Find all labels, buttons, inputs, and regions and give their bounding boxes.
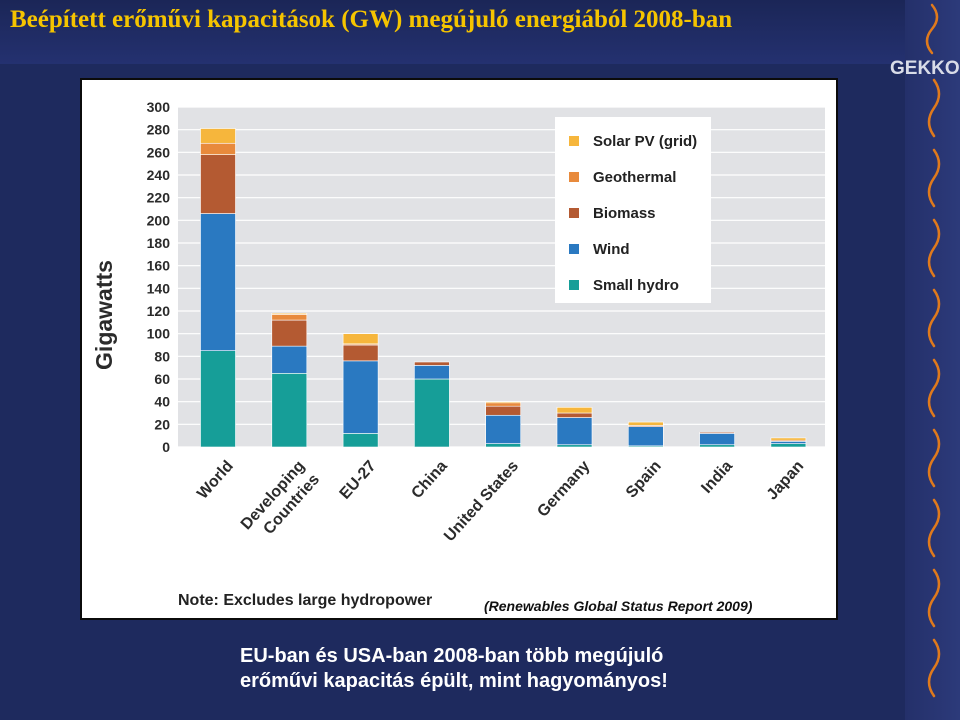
bar-segment-small-hydro <box>699 444 735 448</box>
bar-segment-solar-pv-grid- <box>271 312 308 315</box>
bar-segment-solar-pv-grid- <box>485 401 522 404</box>
x-tick-label-group: Spain <box>623 458 665 502</box>
legend-swatch <box>569 172 579 182</box>
x-tick-label-group: Japan <box>764 458 808 504</box>
y-tick-label: 200 <box>147 212 171 228</box>
x-tick-label-group: World <box>194 458 237 503</box>
decorative-swirl-icon <box>925 3 941 698</box>
gekko-logo: GEKKO <box>890 58 960 79</box>
title-bar-background <box>0 0 960 64</box>
y-tick-label: 260 <box>147 144 171 160</box>
bar-segment-solar-pv-grid- <box>200 128 236 144</box>
y-tick-label: 80 <box>154 348 170 364</box>
bar-segment-small-hydro <box>556 444 593 448</box>
legend-label: Small hydro <box>593 276 679 294</box>
bar-segment-small-hydro <box>342 433 379 448</box>
y-tick-label: 160 <box>147 258 171 274</box>
bar-segment-geothermal <box>271 314 308 321</box>
legend-label: Wind <box>593 240 630 258</box>
chart-note: Note: Excludes large hydropower <box>178 592 433 609</box>
bar-segment-wind <box>271 345 308 374</box>
chart-legend: Solar PV (grid) Geothermal Biomass Wind Smal… <box>555 117 711 303</box>
y-tick-label: 180 <box>147 235 171 251</box>
legend-swatch <box>569 244 579 254</box>
legend-item: Solar PV (grid) <box>569 131 697 151</box>
bar-segment-wind <box>342 360 379 434</box>
legend-swatch <box>569 280 579 290</box>
bar-segment-biomass <box>699 431 735 434</box>
x-tick-label: China <box>408 458 450 502</box>
x-tick-label: India <box>698 458 736 497</box>
y-tick-label: 0 <box>162 439 170 455</box>
bar-segment-wind <box>556 417 593 446</box>
x-tick-label: United States <box>441 458 522 545</box>
bar-segment-small-hydro <box>414 378 450 448</box>
legend-item: Wind <box>569 239 630 259</box>
bar-segment-wind <box>414 365 450 380</box>
bar-segment-geothermal <box>485 402 522 407</box>
chart-frame: 0 20 40 60 80 100 120 140 160 180 200 220 240 260 280 3… <box>80 78 838 620</box>
bar-segment-solar-pv-grid- <box>342 333 379 345</box>
slide-caption: EU-ban és USA-ban 2008-ban több megújuló… <box>240 644 860 694</box>
bar-segment-small-hydro <box>271 373 308 448</box>
caption-line-1: EU-ban és USA-ban 2008-ban több megújuló <box>240 645 664 667</box>
bar-segment-wind <box>627 426 664 447</box>
x-tick-label: Japan <box>764 458 808 504</box>
x-tick-label-group: China <box>408 458 450 502</box>
legend-swatch <box>569 208 579 218</box>
legend-label: Biomass <box>593 204 656 222</box>
y-tick-label: 40 <box>154 394 170 410</box>
y-tick-label: 240 <box>147 167 171 183</box>
bar-segment-small-hydro <box>770 443 807 448</box>
bar-segment-wind <box>699 433 735 446</box>
legend-label: Solar PV (grid) <box>593 132 698 150</box>
bar-segment-solar-pv-grid- <box>556 407 593 414</box>
bar-segment-solar-pv-grid- <box>770 437 807 441</box>
stacked-bar-chart: 0 20 40 60 80 100 120 140 160 180 200 220 240 260 280 3… <box>91 99 825 545</box>
x-tick-label: EU-27 <box>337 458 380 503</box>
y-axis-label: Gigawatts <box>91 260 117 370</box>
x-tick-label-group: Germany <box>534 458 593 521</box>
x-tick-label: Germany <box>534 458 593 521</box>
bar-segment-biomass <box>271 319 308 347</box>
bar-segment-solar-pv-grid- <box>627 421 664 426</box>
bar-segment-biomass <box>556 412 593 418</box>
bar-segment-biomass <box>342 344 379 362</box>
y-tick-label: 220 <box>147 190 171 206</box>
legend-label: Geothermal <box>593 168 677 186</box>
y-tick-label: 140 <box>147 280 171 296</box>
caption-line-2: erőművi kapacitás épült, mint hagyományo… <box>240 670 668 692</box>
bar-segment-wind <box>200 213 236 351</box>
slide-title: Beépített erőművi kapacitások (GW) megúj… <box>10 6 733 33</box>
y-tick-label: 100 <box>147 326 171 342</box>
bar-segment-wind <box>770 441 807 444</box>
y-tick-label: 60 <box>154 371 170 387</box>
legend-swatch <box>569 136 579 146</box>
x-tick-label-group: EU-27 <box>337 458 380 503</box>
bar-segment-small-hydro <box>485 443 522 448</box>
bars <box>200 128 807 448</box>
source-citation: (Renewables Global Status Report 2009) <box>484 598 753 614</box>
y-tick-label: 120 <box>147 303 171 319</box>
legend-item: Biomass <box>569 203 656 223</box>
y-tick-label: 20 <box>154 416 170 432</box>
bar-segment-small-hydro <box>200 350 236 448</box>
y-tick-labels: 0 20 40 60 80 100 120 140 160 180 200 220 240 260 280 3… <box>147 99 171 455</box>
y-tick-label: 280 <box>147 122 171 138</box>
legend-item: Geothermal <box>569 167 676 187</box>
bar-segment-geothermal <box>200 142 236 155</box>
bar-segment-biomass <box>414 361 450 366</box>
bar-segment-biomass <box>485 405 522 416</box>
bar-segment-wind <box>485 414 522 444</box>
x-tick-label-group: India <box>698 458 736 497</box>
x-tick-label-group: United States <box>441 458 522 545</box>
y-tick-label: 300 <box>147 99 171 115</box>
x-tick-label: Spain <box>623 458 665 502</box>
legend-item: Small hydro <box>569 275 679 295</box>
x-tick-label: World <box>194 458 237 503</box>
bar-segment-biomass <box>200 154 236 214</box>
